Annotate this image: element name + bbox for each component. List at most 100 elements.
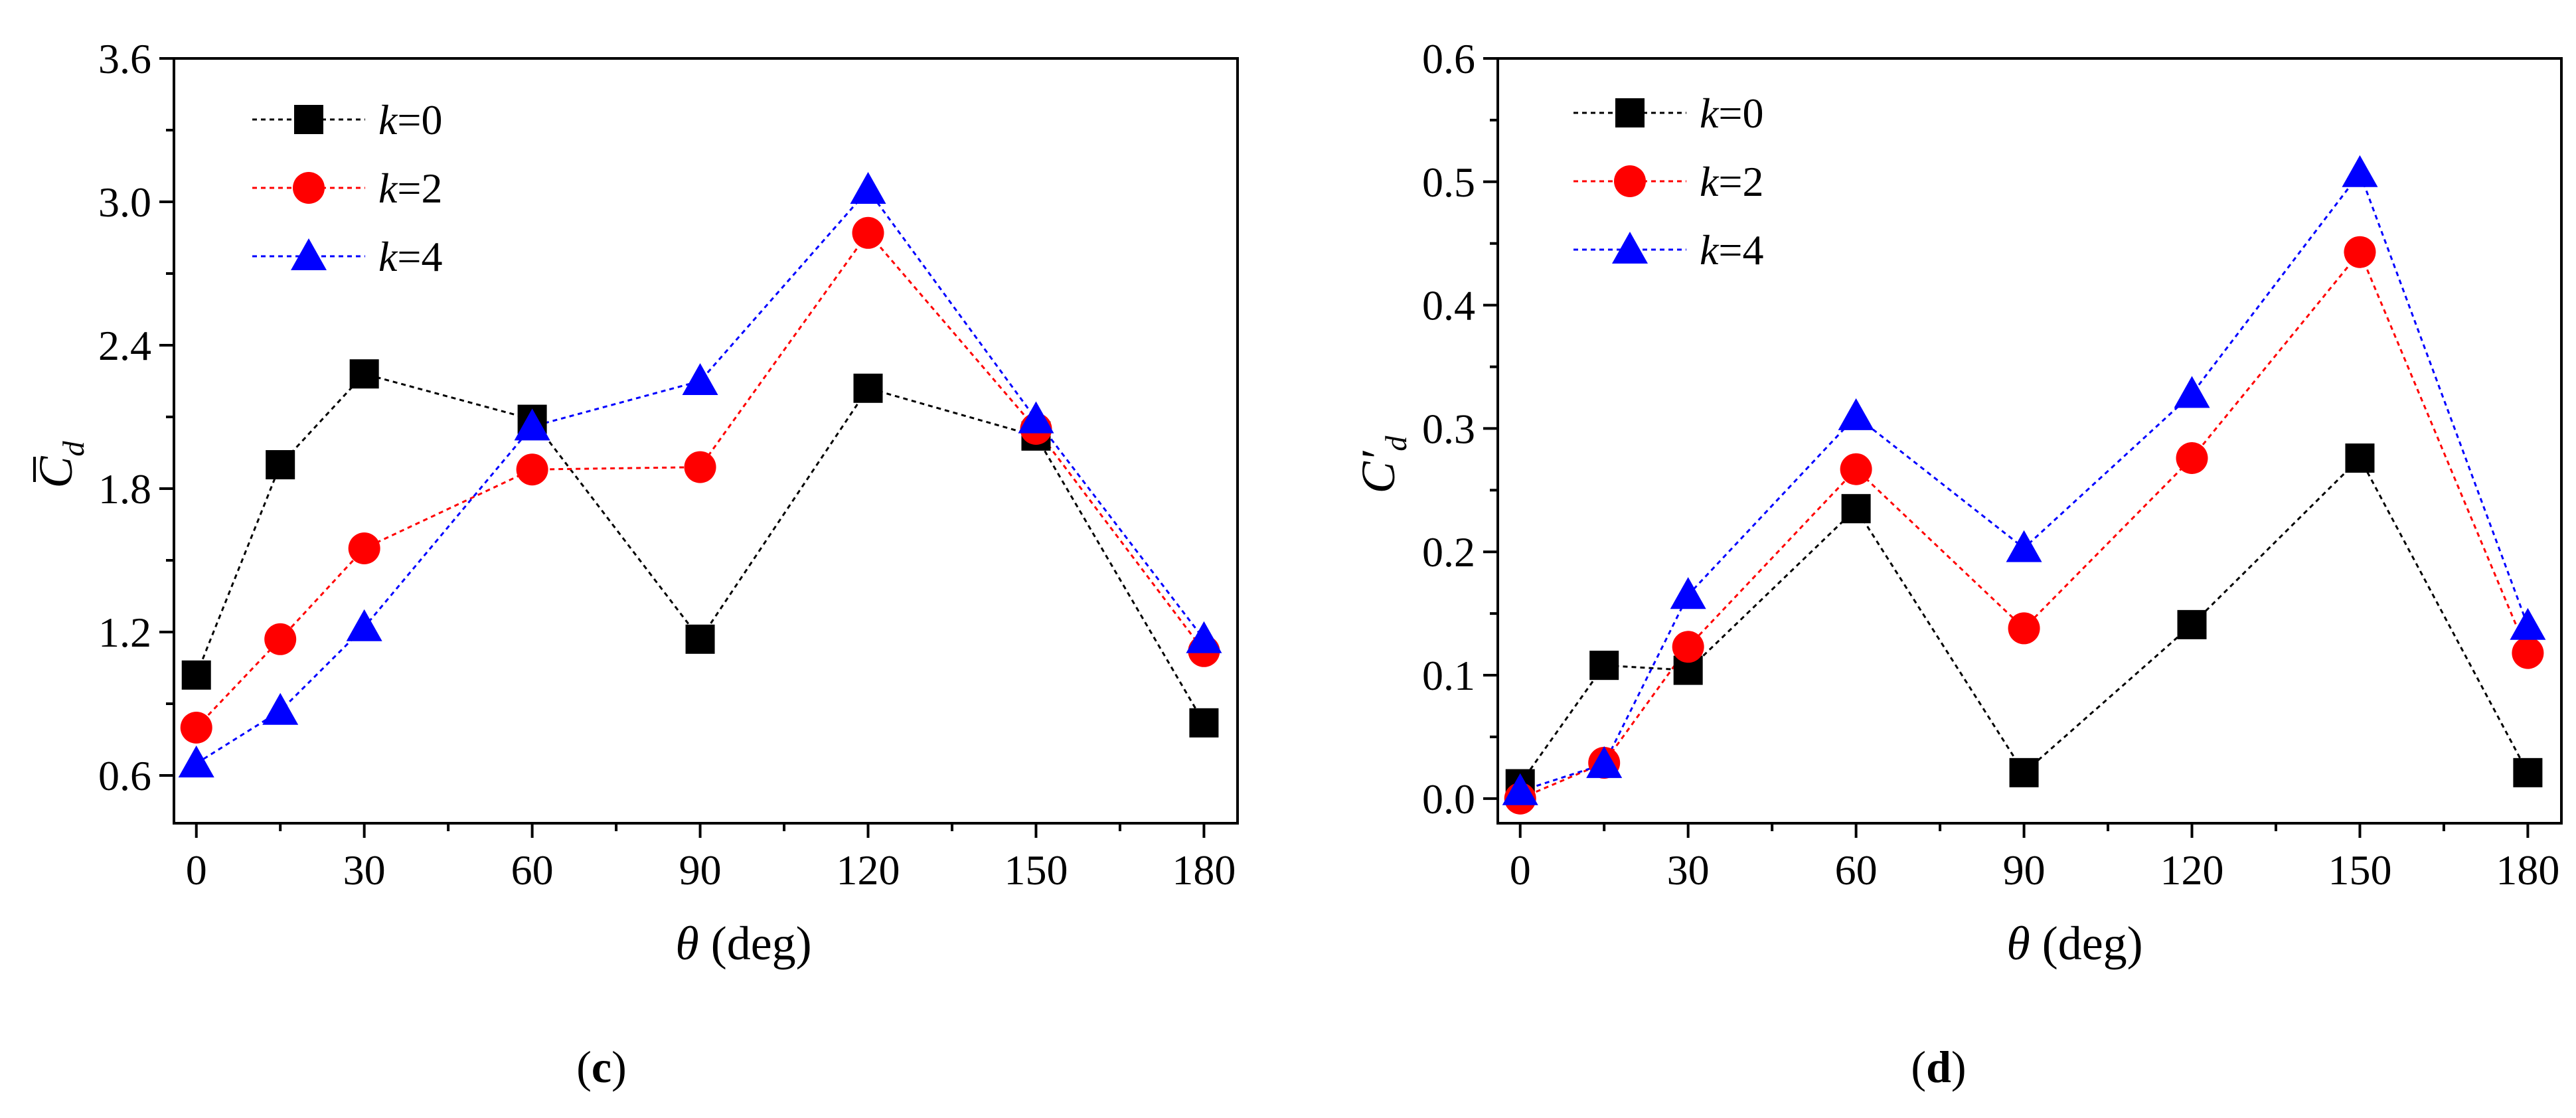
panel-c-data-point-triangle [682, 363, 718, 395]
panel-c-x-tick-label: 0 [186, 846, 207, 894]
panel-c-markers [178, 172, 1222, 777]
panel-c-legend-item: k=2 [252, 165, 443, 212]
panel-d-x-tick-label: 180 [2496, 846, 2559, 894]
panel-d-data-point-square [1841, 494, 1871, 524]
panel-d-x-tick-label: 120 [2160, 846, 2224, 894]
panel-d-data-point-square [1589, 651, 1619, 680]
panel-c-data-point-circle [180, 712, 212, 744]
panel-d-legend-marker-circle [1614, 165, 1646, 197]
panel-d-plot-frame [1496, 57, 2563, 825]
panel-c-x-tick-label: 30 [343, 846, 386, 894]
panel-d-y-tick-label: 0.4 [1422, 282, 1475, 329]
panel-d-data-point-triangle [2174, 376, 2210, 408]
panel-c-y-tick-label: 3.0 [98, 179, 151, 226]
panel-c-legend-label: k=2 [378, 165, 443, 212]
panel-c-legend-label-value: =2 [397, 165, 442, 212]
panel-d-x-axis-title: θ (deg) [2006, 917, 2142, 970]
panel-c-data-point-circle [264, 623, 297, 655]
panel-d-data-point-square [2345, 443, 2375, 473]
panel-d-data-point-triangle [1838, 398, 1874, 430]
panel-d-data-point-circle [2344, 236, 2376, 268]
panel-c-legend-label-k: k [378, 233, 398, 280]
panel-c-data-point-square [181, 660, 211, 690]
panel-c-legend: k=0k=2k=4 [252, 96, 443, 280]
panel-c-legend-label: k=0 [378, 96, 443, 143]
panel-d-x-tick-label: 60 [1835, 846, 1878, 894]
panel-c-data-point-circle [348, 532, 380, 564]
panel-d-legend-marker-square [1615, 98, 1645, 127]
panel-d-series-line-circle [1520, 250, 2529, 800]
panel-c-legend-label: k=4 [378, 233, 443, 280]
panel-c-legend-marker-triangle [291, 238, 327, 270]
svg-text:Cd: Cd [29, 440, 90, 488]
panel-c-plot-frame [173, 57, 1239, 825]
panel-d-data-point-circle [2512, 637, 2544, 669]
panel-c-data-point-triangle [850, 172, 886, 204]
panel-c-data-point-circle [852, 216, 884, 249]
panel-d-x-tick-labels: 0 30 60 90 120 150 180 [1510, 846, 2560, 894]
panel-d-data-point-triangle [2006, 530, 2042, 562]
panel-c-legend-label-value: =4 [397, 233, 442, 280]
panel-c-x-tick-labels: 0 30 60 90 120 150 180 [186, 846, 1236, 894]
panel-d-legend-item: k=0 [1573, 90, 1764, 137]
panel-d-x-tick-label: 90 [2003, 846, 2046, 894]
panel-c-legend-label-k: k [378, 96, 398, 143]
panel-c: 0 30 60 90 120 150 180 0.6 1.2 1.8 2.4 3.0 3.6 θ (d… [29, 35, 1239, 1092]
panel-c-y-tick-label: 3.6 [98, 35, 151, 82]
panel-d-y-axis-title: C′d [1352, 436, 1413, 494]
panel-d-y-tick-label: 0.5 [1422, 159, 1475, 206]
panel-c-legend-label-k: k [378, 165, 398, 212]
panel-d-legend-label: k=2 [1700, 158, 1764, 205]
panel-c-data-point-triangle [1186, 621, 1222, 653]
panel-d-legend-label-k: k [1700, 158, 1720, 205]
panel-d-x-tick-label: 30 [1667, 846, 1710, 894]
panel-d-legend-label: k=0 [1700, 90, 1764, 137]
panel-d-x-tick-label: 0 [1510, 846, 1531, 894]
panel-d-y-tick-label: 0.3 [1422, 405, 1475, 452]
panel-d-legend: k=0k=2k=4 [1573, 90, 1764, 274]
panel-c-data-point-square [266, 450, 295, 479]
panel-c-series-lines [195, 188, 1205, 765]
panel-d-y-tick-label: 0.6 [1422, 35, 1475, 82]
panel-c-data-point-triangle [346, 609, 382, 641]
panel-d: 0 30 60 90 120 150 180 0.0 0.1 0.2 0.3 0.4 0.5 0.6 θ… [1352, 35, 2563, 1092]
panel-d-y-tick-label: 0.2 [1422, 528, 1475, 576]
panel-d-data-point-square [2177, 609, 2207, 639]
panel-d-data-point-triangle [2510, 607, 2546, 640]
panel-d-data-point-circle [2176, 442, 2208, 475]
panel-d-data-point-circle [1672, 631, 1704, 663]
panel-c-legend-marker-square [294, 105, 323, 134]
panel-c-y-tick-labels: 0.6 1.2 1.8 2.4 3.0 3.6 [98, 35, 151, 799]
panel-c-data-point-square [1189, 708, 1219, 738]
panel-c-legend-item: k=0 [252, 96, 443, 143]
panel-c-x-tick-label: 180 [1172, 846, 1236, 894]
panel-c-y-tick-label: 2.4 [98, 322, 151, 369]
svg-text:C′d: C′d [1352, 436, 1413, 494]
panel-c-x-tick-label: 90 [679, 846, 722, 894]
panel-c-data-point-triangle [178, 746, 214, 777]
panel-c-data-point-circle [516, 453, 548, 486]
panel-c-y-tick-label: 0.6 [98, 752, 151, 799]
panel-d-markers [1502, 155, 2546, 815]
panel-d-legend-label-k: k [1700, 90, 1720, 137]
panel-c-y-tick-label: 1.8 [98, 465, 151, 513]
panel-d-y-tick-label: 0.1 [1422, 652, 1475, 699]
panel-c-caption: (c) [576, 1042, 627, 1092]
panel-c-series-line-circle [195, 231, 1205, 729]
panel-d-data-point-circle [1840, 453, 1872, 485]
panel-d-legend-item: k=2 [1573, 158, 1764, 205]
panel-c-x-axis-title: θ (deg) [675, 917, 811, 970]
panel-d-legend-item: k=4 [1573, 226, 1764, 274]
panel-d-y-tick-labels: 0.0 0.1 0.2 0.3 0.4 0.5 0.6 [1422, 35, 1475, 823]
panel-c-x-tick-label: 150 [1004, 846, 1068, 894]
panel-d-x-tick-label: 150 [2328, 846, 2391, 894]
panel-c-data-point-circle [684, 451, 716, 483]
panel-d-data-point-triangle [1670, 577, 1706, 609]
panel-d-legend-label-value: =0 [1718, 90, 1763, 137]
panel-d-series-line-triangle [1520, 171, 2529, 793]
panel-d-data-point-triangle [1586, 746, 1623, 778]
panel-c-data-point-triangle [514, 408, 550, 441]
panel-c-data-point-square [853, 373, 883, 403]
